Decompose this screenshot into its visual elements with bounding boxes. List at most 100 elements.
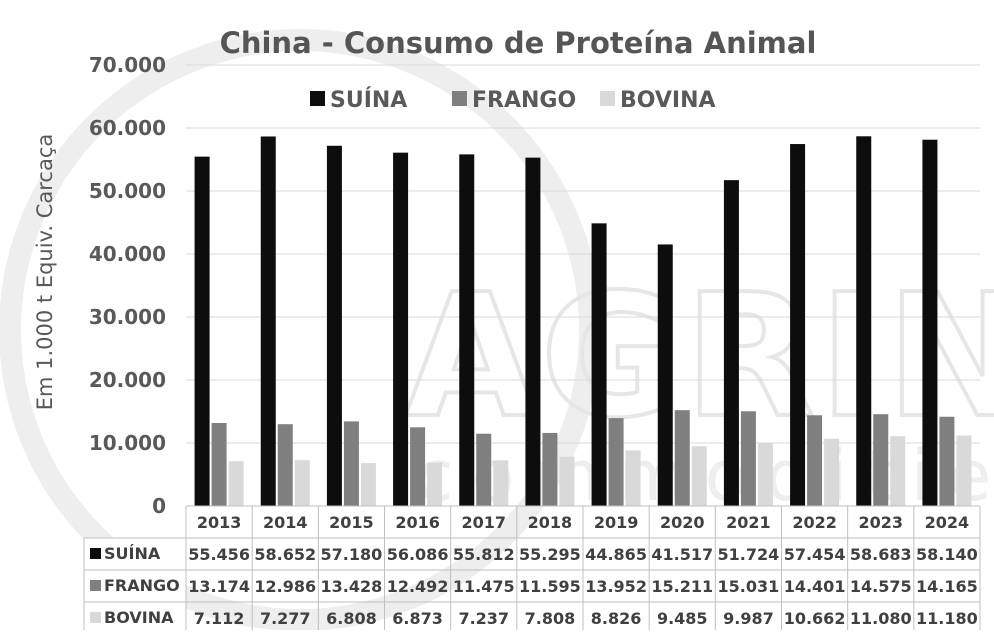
bar-bovina-2017 xyxy=(493,460,509,506)
legend-label-bovina: BOVINA xyxy=(620,88,716,113)
table-value-frango: 14.165 xyxy=(916,577,978,596)
table-value-suína: 55.456 xyxy=(188,545,250,564)
table-value-suína: 55.295 xyxy=(519,545,581,564)
table-value-suína: 57.180 xyxy=(321,545,383,564)
bar-bovina-2015 xyxy=(360,463,376,506)
table-value-frango: 15.031 xyxy=(718,577,780,596)
table-value-frango: 14.575 xyxy=(850,577,912,596)
table-value-bovina: 7.112 xyxy=(194,609,245,628)
table-value-suína: 51.724 xyxy=(718,545,780,564)
bar-frango-2015 xyxy=(343,421,359,506)
bar-bovina-2024 xyxy=(956,435,972,506)
bar-frango-2024 xyxy=(939,416,955,506)
table-value-frango: 12.492 xyxy=(387,577,449,596)
table-value-bovina: 8.826 xyxy=(591,609,642,628)
table-value-frango: 12.986 xyxy=(254,577,316,596)
table-value-frango: 13.174 xyxy=(188,577,250,596)
table-value-frango: 15.211 xyxy=(651,577,713,596)
y-tick-label: 70.000 xyxy=(89,53,166,77)
table-value-suína: 57.454 xyxy=(784,545,846,564)
table-value-bovina: 6.808 xyxy=(326,609,377,628)
chart-title: China - Consumo de Proteína Animal xyxy=(220,26,817,60)
y-tick-label: 0 xyxy=(152,494,166,518)
bar-bovina-2021 xyxy=(757,443,773,506)
table-value-bovina: 6.873 xyxy=(392,609,443,628)
bar-suína-2022 xyxy=(790,144,806,506)
table-value-bovina: 10.662 xyxy=(784,609,846,628)
table-value-bovina: 11.080 xyxy=(850,609,912,628)
bar-suína-2016 xyxy=(393,152,409,506)
bar-frango-2018 xyxy=(542,432,558,506)
bar-bovina-2018 xyxy=(559,456,575,506)
table-header-year: 2016 xyxy=(395,513,440,532)
bar-suína-2023 xyxy=(856,136,872,506)
bar-suína-2024 xyxy=(922,139,938,506)
y-tick-label: 60.000 xyxy=(89,116,166,140)
table-value-suína: 58.652 xyxy=(254,545,316,564)
table-header-year: 2022 xyxy=(792,513,837,532)
y-axis-label: Em 1.000 t Equiv. Carcaça xyxy=(33,134,57,411)
y-tick-label: 40.000 xyxy=(89,242,166,266)
bar-frango-2019 xyxy=(608,418,624,506)
table-header-year: 2018 xyxy=(528,513,573,532)
table-value-bovina: 7.277 xyxy=(260,609,311,628)
bar-bovina-2022 xyxy=(824,438,840,506)
bar-frango-2020 xyxy=(674,410,690,506)
table-header-year: 2021 xyxy=(726,513,771,532)
table-row-key-bovina xyxy=(90,612,101,623)
table-value-frango: 14.401 xyxy=(784,577,846,596)
table-value-bovina: 7.237 xyxy=(458,609,509,628)
bar-suína-2019 xyxy=(591,223,607,506)
table-header-year: 2014 xyxy=(263,513,308,532)
table-value-suína: 58.683 xyxy=(850,545,912,564)
watermark-brand: AGRINVEST xyxy=(405,258,994,456)
table-row-key-suína xyxy=(90,548,101,559)
table-value-suína: 56.086 xyxy=(387,545,449,564)
table-header-year: 2017 xyxy=(461,513,506,532)
bar-frango-2022 xyxy=(807,415,823,506)
table-value-suína: 55.812 xyxy=(453,545,515,564)
gridlines xyxy=(186,64,980,444)
legend-label-frango: FRANGO xyxy=(472,88,576,113)
table-value-bovina: 7.808 xyxy=(525,609,576,628)
bar-bovina-2019 xyxy=(625,450,641,506)
bar-frango-2016 xyxy=(410,427,426,506)
bar-suína-2021 xyxy=(723,180,739,506)
y-tick-label: 50.000 xyxy=(89,179,166,203)
table-value-bovina: 9.987 xyxy=(723,609,774,628)
table-row-label-bovina: BOVINA xyxy=(104,608,174,627)
table-row-label-frango: FRANGO xyxy=(104,576,180,595)
y-tick-label: 10.000 xyxy=(89,431,166,455)
bar-bovina-2023 xyxy=(890,436,906,506)
y-axis: 0 10.000 20.000 30.000 40.000 50.000 60.000 70.… xyxy=(89,53,166,518)
legend-swatch-frango xyxy=(452,91,467,106)
table-value-suína: 44.865 xyxy=(585,545,647,564)
table-header-year: 2020 xyxy=(660,513,705,532)
table-header-year: 2023 xyxy=(858,513,903,532)
bar-frango-2017 xyxy=(476,433,492,506)
table-value-frango: 11.475 xyxy=(453,577,515,596)
table-value-suína: 58.140 xyxy=(916,545,978,564)
bar-suína-2018 xyxy=(525,157,541,507)
table-value-bovina: 9.485 xyxy=(657,609,708,628)
legend-swatch-suína xyxy=(310,91,325,106)
table-row-key-frango xyxy=(90,580,101,591)
table-value-frango: 13.952 xyxy=(585,577,647,596)
table-header-year: 2024 xyxy=(925,513,970,532)
table-value-frango: 13.428 xyxy=(321,577,383,596)
table-header-year: 2015 xyxy=(329,513,374,532)
bar-frango-2014 xyxy=(277,424,293,506)
table-header-year: 2013 xyxy=(197,513,242,532)
table-row-label-suína: SUÍNA xyxy=(104,544,161,563)
bar-bovina-2020 xyxy=(691,446,707,506)
table-header-year: 2019 xyxy=(594,513,639,532)
bar-suína-2013 xyxy=(194,156,210,506)
y-tick-label: 30.000 xyxy=(89,305,166,329)
bar-frango-2021 xyxy=(740,411,756,506)
table-value-bovina: 11.180 xyxy=(916,609,978,628)
data-table: 2013 2014 2015 2016 2017 2018 2019 2020 2021 2022… xyxy=(83,505,981,630)
y-tick-label: 20.000 xyxy=(89,368,166,392)
legend-label-suína: SUÍNA xyxy=(330,87,407,113)
